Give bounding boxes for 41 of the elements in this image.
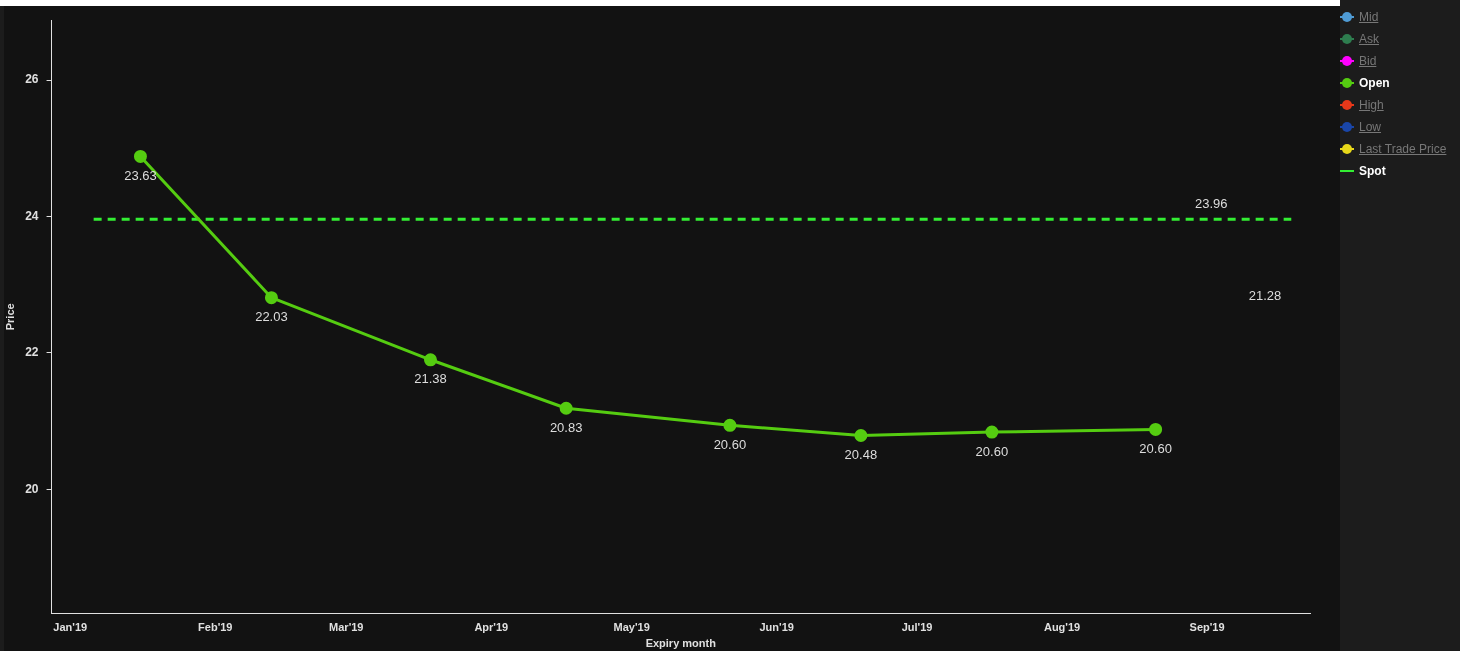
x-tick-label: Apr'19 [474, 621, 509, 634]
annotation: 20.60 [713, 436, 747, 452]
annotation: 23.96 [1195, 195, 1228, 211]
point [854, 429, 868, 443]
x-tick-label: Sep'19 [1189, 621, 1225, 634]
y-tick-label: 20 [25, 481, 39, 496]
legend-label: High [1359, 98, 1384, 112]
y-tick-label: 24 [25, 208, 39, 223]
legend-label: Mid [1359, 10, 1379, 24]
point [559, 401, 573, 415]
point [723, 418, 737, 432]
x-tick-label: Jan'19 [53, 621, 88, 634]
legend-label: Last Trade Price [1359, 142, 1447, 156]
x-tick-label: Feb'19 [198, 621, 233, 634]
x-tick-label: May'19 [613, 621, 650, 634]
legend-label: Low [1359, 120, 1382, 134]
point [985, 425, 999, 439]
x-axis-title: Expiry month [645, 637, 717, 650]
point [133, 149, 147, 163]
y-tick-label: 26 [25, 72, 39, 87]
annotation: 23.63 [124, 168, 157, 184]
x-tick-label: Mar'19 [329, 621, 364, 634]
annotation: 21.38 [414, 371, 447, 387]
x-tick-label: Jun'19 [759, 621, 794, 634]
annotation: 22.03 [255, 309, 288, 325]
legend-label: Ask [1359, 32, 1380, 46]
point [1149, 422, 1163, 436]
y-axis-title: Price [3, 303, 16, 331]
annotation: 20.83 [549, 419, 583, 435]
x-tick-label: Aug'19 [1043, 621, 1081, 634]
legend-label: Spot [1359, 164, 1386, 178]
annotation: 20.48 [844, 447, 878, 463]
point [264, 291, 278, 305]
annotation: 21.28 [1248, 288, 1282, 304]
annotation: 20.60 [975, 443, 1009, 459]
legend-label: Open [1359, 76, 1390, 90]
x-tick-label: Jul'19 [901, 621, 933, 634]
legend-label: Bid [1359, 54, 1377, 68]
point [423, 353, 437, 367]
annotation: 20.60 [1139, 440, 1172, 456]
y-tick-label: 22 [25, 345, 39, 360]
